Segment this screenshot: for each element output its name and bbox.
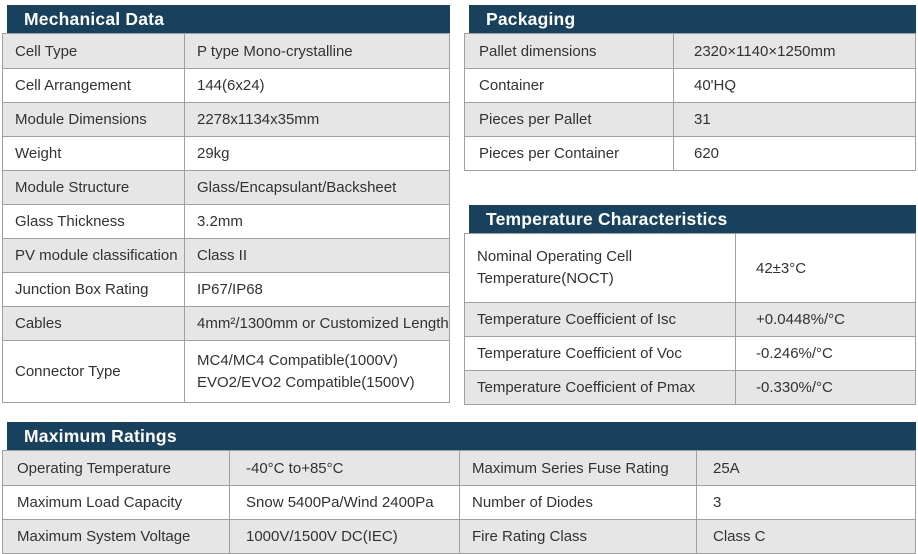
row-label: Pieces per Pallet [479,111,592,128]
table-row: Pieces per Container 620 [465,136,915,170]
table-row: Temperature Coefficient of Isc +0.0448%/… [465,302,915,336]
section-title-temperature-characteristics: Temperature Characteristics [469,205,916,233]
row-value: 29kg [184,137,449,170]
row-value: -0.246%/°C [735,337,915,370]
row-value: 2278x1134x35mm [184,103,449,136]
table-row: Temperature Coefficient of Pmax -0.330%/… [465,370,915,404]
row-label: Temperature Coefficient of Isc [477,311,676,328]
row-label: Operating Temperature [17,459,171,477]
row-label: Pieces per Container [479,145,620,162]
table-row: Temperature Coefficient of Voc -0.246%/°… [465,336,915,370]
row-label: Glass Thickness [15,213,125,230]
row-label: Number of Diodes [459,486,696,519]
section-title-packaging: Packaging [469,5,916,33]
row-label: Fire Rating Class [459,520,696,553]
row-value: 3.2mm [184,205,449,238]
table-row: Connector Type MC4/MC4 Compatible(1000V)… [3,340,449,402]
row-value: P type Mono-crystalline [184,34,449,68]
row-value: Class II [184,239,449,272]
row-value: -40°C to+85°C [229,451,459,485]
row-value: 144(6x24) [184,69,449,102]
row-label: Connector Type [15,363,121,380]
table-row: Maximum System Voltage 1000V/1500V DC(IE… [3,519,915,553]
table-row: Cell Type P type Mono-crystalline [3,34,449,68]
table-row: Glass Thickness 3.2mm [3,204,449,238]
mechanical-data-table: Mechanical Data Cell Type P type Mono-cr… [2,5,450,403]
row-value: 31 [673,103,915,136]
row-label: PV module classification [15,247,178,264]
row-value: 40'HQ [673,69,915,102]
table-row: Operating Temperature -40°C to+85°C Maxi… [3,451,915,485]
packaging-table: Packaging Pallet dimensions 2320×1140×12… [464,5,916,171]
row-label: Junction Box Rating [15,281,149,298]
temperature-characteristics-table: Temperature Characteristics Nominal Oper… [464,205,916,405]
row-label: Module Structure [15,179,130,196]
section-title-maximum-ratings: Maximum Ratings [7,422,916,450]
mechanical-data-body: Cell Type P type Mono-crystalline Cell A… [2,33,450,403]
table-row: PV module classification Class II [3,238,449,272]
table-row: Junction Box Rating IP67/IP68 [3,272,449,306]
row-label: Cell Arrangement [15,77,131,94]
table-row: Maximum Load Capacity Snow 5400Pa/Wind 2… [3,485,915,519]
row-label: Maximum Load Capacity [17,494,183,511]
row-value: 42±3°C [735,234,915,302]
row-label: Temperature Coefficient of Pmax [477,379,696,396]
row-value: MC4/MC4 Compatible(1000V) EVO2/EVO2 Comp… [184,341,449,402]
table-row: Nominal Operating Cell Temperature(NOCT)… [465,234,915,302]
row-label: Nominal Operating Cell Temperature(NOCT) [477,248,633,287]
maximum-ratings-body: Operating Temperature -40°C to+85°C Maxi… [2,450,916,554]
row-label: Cables [15,315,62,332]
row-label: Container [479,77,545,94]
table-row: Cell Arrangement 144(6x24) [3,68,449,102]
row-value: Glass/Encapsulant/Backsheet [184,171,449,204]
table-row: Module Dimensions 2278x1134x35mm [3,102,449,136]
row-label: Weight [15,145,62,162]
row-value: Class C [696,520,915,553]
temperature-body: Nominal Operating Cell Temperature(NOCT)… [464,233,916,405]
table-row: Weight 29kg [3,136,449,170]
row-value: 620 [673,137,915,170]
row-value: IP67/IP68 [184,273,449,306]
row-label: Maximum System Voltage [17,528,191,545]
row-label: Cell Type [15,42,78,60]
packaging-body: Pallet dimensions 2320×1140×1250mm Conta… [464,33,916,171]
table-row: Cables 4mm²/1300mm or Customized Length [3,306,449,340]
row-label: Pallet dimensions [479,42,597,60]
row-label: Module Dimensions [15,111,147,128]
maximum-ratings-table: Maximum Ratings Operating Temperature -4… [2,422,916,554]
row-label: Temperature Coefficient of Voc [477,345,682,362]
row-value: +0.0448%/°C [735,303,915,336]
row-value: 3 [696,486,915,519]
row-value: 25A [696,451,915,485]
table-row: Pallet dimensions 2320×1140×1250mm [465,34,915,68]
row-value: 4mm²/1300mm or Customized Length [184,307,449,340]
row-value: 1000V/1500V DC(IEC) [229,520,459,553]
table-row: Container 40'HQ [465,68,915,102]
row-value: -0.330%/°C [735,371,915,404]
row-label: Maximum Series Fuse Rating [459,451,696,485]
table-row: Module Structure Glass/Encapsulant/Backs… [3,170,449,204]
row-value: 2320×1140×1250mm [673,34,915,68]
row-value: Snow 5400Pa/Wind 2400Pa [229,486,459,519]
section-title-mechanical-data: Mechanical Data [7,5,450,33]
table-row: Pieces per Pallet 31 [465,102,915,136]
